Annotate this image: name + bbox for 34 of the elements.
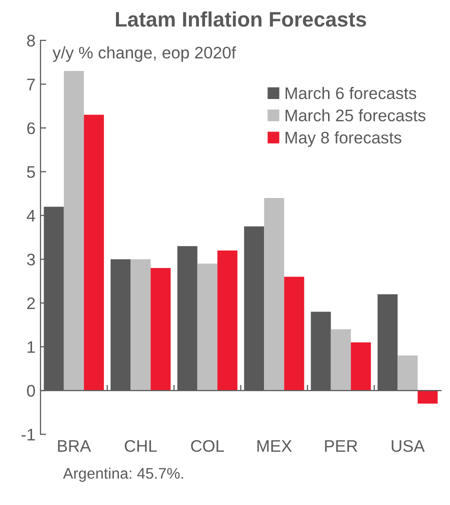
bar	[150, 268, 171, 391]
bar	[284, 276, 304, 391]
bar	[398, 356, 418, 391]
x-tick-label: PER	[325, 440, 358, 452]
bar	[264, 198, 284, 391]
bar	[130, 259, 151, 391]
bar	[217, 250, 238, 391]
legend-label: March 6 forecasts	[286, 86, 416, 100]
y-tick-label: 3	[27, 254, 35, 266]
x-tick-label: MEX	[257, 440, 292, 452]
y-tick-label: -1	[22, 428, 35, 440]
y-tick-label: 5	[27, 166, 35, 178]
x-tick-label: CHL	[124, 440, 157, 452]
y-tick-label: 8	[27, 34, 35, 47]
text: Argentina: 45.7%.	[63, 468, 184, 482]
x-tick-label: USA	[392, 440, 425, 452]
bar	[350, 342, 371, 391]
legend-label: May 8 forecasts	[286, 131, 402, 147]
x-tick-label: BRA	[58, 440, 91, 452]
legend-label: March 25 forecasts	[286, 109, 426, 122]
y-tick-label: 1	[28, 341, 35, 353]
bar	[84, 114, 104, 391]
bar	[197, 264, 218, 391]
bar	[418, 390, 438, 404]
bar	[330, 329, 351, 391]
bar	[64, 71, 84, 391]
y-tick-label: 4	[26, 210, 36, 222]
y-tick-label: 2	[27, 297, 35, 310]
y-tick-label: 0	[27, 384, 35, 397]
y-tick-label: 6	[27, 122, 35, 134]
x-tick-label: COL	[191, 440, 224, 452]
chart-title: Latam Inflation Forecasts	[116, 11, 366, 27]
chart-subtitle: y/y % change, eop 2020f	[52, 46, 236, 62]
y-tick-label: 7	[27, 78, 35, 90]
